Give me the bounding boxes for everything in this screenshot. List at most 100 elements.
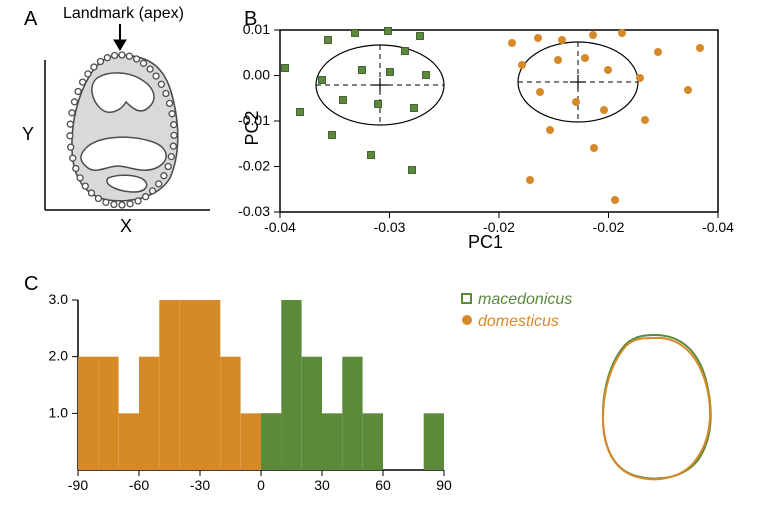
scatter-point-macedonicus (325, 37, 332, 44)
panel-b-series-macedonicus (282, 28, 430, 174)
panel-a-marker (80, 79, 86, 85)
scatter-point-macedonicus (329, 132, 336, 139)
panel-a-marker (119, 202, 125, 208)
scatter-point-domesticus (589, 31, 597, 39)
panel-a-marker (82, 183, 88, 189)
panel-c-series-domesticus (78, 300, 281, 470)
scatter-point-macedonicus (352, 30, 359, 37)
panel-b-ylabel: PC2 (242, 110, 262, 145)
panel-b-ytick-label: 0.00 (243, 67, 270, 83)
scatter-point-domesticus (581, 54, 589, 62)
landmark-arrow-icon (114, 24, 126, 50)
panel-a-landmark-label: Landmark (apex) (63, 5, 184, 22)
scatter-point-macedonicus (402, 48, 409, 55)
panel-b: B -0.04-0.03-0.02-0.02-0.04 -0.03-0.02-0… (238, 8, 734, 252)
panel-b-xtick-label: -0.04 (264, 219, 296, 235)
scatter-point-domesticus (590, 144, 598, 152)
panel-a-blob-mid (81, 137, 166, 170)
panel-a-marker (73, 166, 79, 172)
panel-a-marker (150, 188, 156, 194)
scatter-point-domesticus (600, 106, 608, 114)
panel-a: A Landmark (apex) Y X (22, 5, 210, 236)
hist-bar-domesticus (98, 357, 118, 470)
panel-c-xtick-label: -30 (190, 477, 210, 493)
scatter-point-domesticus (526, 176, 534, 184)
panel-c: C 1.02.03.0 -90-60-300306090 (24, 273, 452, 493)
panel-b-xtick-label: -0.03 (374, 219, 406, 235)
panel-a-marker (95, 196, 101, 202)
scatter-point-domesticus (684, 86, 692, 94)
panel-a-ylabel: Y (22, 124, 34, 144)
scatter-point-macedonicus (411, 105, 418, 112)
panel-a-marker (75, 89, 81, 95)
scatter-point-macedonicus (297, 109, 304, 116)
panel-b-series-domesticus (508, 29, 704, 204)
panel-a-marker (161, 173, 167, 179)
panel-a-marker (69, 110, 75, 116)
panel-a-marker (67, 133, 73, 139)
panel-a-marker (127, 201, 133, 207)
panel-c-ytick-label: 2.0 (49, 348, 69, 364)
panel-a-marker (98, 59, 104, 65)
panel-c-xtick-label: 0 (257, 477, 265, 493)
hist-bar-domesticus (139, 357, 159, 470)
panel-a-marker (70, 155, 76, 161)
scatter-point-macedonicus (423, 72, 430, 79)
panel-a-marker (169, 111, 175, 117)
panel-b-frame (280, 30, 718, 212)
hist-bar-macedonicus (424, 413, 444, 470)
panel-a-marker (171, 122, 177, 128)
legend-label-macedonicus: macedonicus (478, 291, 572, 308)
scatter-point-domesticus (636, 74, 644, 82)
panel-b-ytick-label: -0.02 (238, 158, 270, 174)
panel-a-marker (103, 199, 109, 205)
panel-c-xtick-label: -90 (68, 477, 88, 493)
figure-canvas: A Landmark (apex) Y X B -0.04-0.03-0.02-… (0, 0, 762, 507)
panel-b-xtick-label: -0.04 (702, 219, 734, 235)
panel-a-marker (126, 53, 132, 59)
panel-a-marker (165, 164, 171, 170)
panel-c-xtick-label: 90 (436, 477, 452, 493)
hist-bar-macedonicus (261, 413, 281, 470)
scatter-point-domesticus (508, 39, 516, 47)
panel-c-ytick-label: 3.0 (49, 291, 69, 307)
hist-bar-domesticus (119, 413, 139, 470)
panel-a-marker (171, 132, 177, 138)
panel-a-marker (156, 181, 162, 187)
hist-bar-domesticus (200, 300, 220, 470)
panel-a-marker (72, 99, 78, 105)
scatter-point-macedonicus (409, 167, 416, 174)
scatter-point-macedonicus (375, 101, 382, 108)
panel-b-ellipse-macedonicus (316, 45, 444, 125)
hist-bar-macedonicus (302, 357, 322, 470)
panel-b-ytick-label: -0.03 (238, 203, 270, 219)
scatter-point-macedonicus (282, 65, 289, 72)
panel-c-label: C (24, 273, 38, 295)
legend: macedonicus domesticus (462, 291, 572, 330)
hist-bar-domesticus (241, 413, 261, 470)
scatter-point-domesticus (536, 88, 544, 96)
panel-a-marker (141, 60, 147, 66)
panel-a-marker (91, 64, 97, 70)
hist-bar-domesticus (220, 357, 240, 470)
scatter-point-domesticus (604, 66, 612, 74)
panel-a-marker (143, 194, 149, 200)
scatter-point-domesticus (641, 116, 649, 124)
hist-bar-domesticus (78, 357, 98, 470)
panel-b-xlabel: PC1 (468, 232, 503, 252)
panel-a-marker (147, 66, 153, 72)
panel-a-xlabel: X (120, 216, 132, 236)
scatter-point-macedonicus (368, 152, 375, 159)
panel-a-marker (135, 198, 141, 204)
panel-c-xtick-label: -60 (129, 477, 149, 493)
scatter-point-domesticus (518, 61, 526, 69)
legend-label-domesticus: domesticus (478, 313, 559, 330)
panel-a-label: A (24, 8, 38, 30)
panel-b-ellipse-domesticus (518, 42, 638, 122)
panel-a-marker (119, 52, 125, 58)
panel-a-marker (67, 121, 73, 127)
panel-c-ytick-label: 1.0 (49, 404, 69, 420)
panel-b-xtick-label: -0.02 (593, 219, 625, 235)
scatter-point-macedonicus (319, 77, 326, 84)
panel-a-marker (134, 56, 140, 62)
